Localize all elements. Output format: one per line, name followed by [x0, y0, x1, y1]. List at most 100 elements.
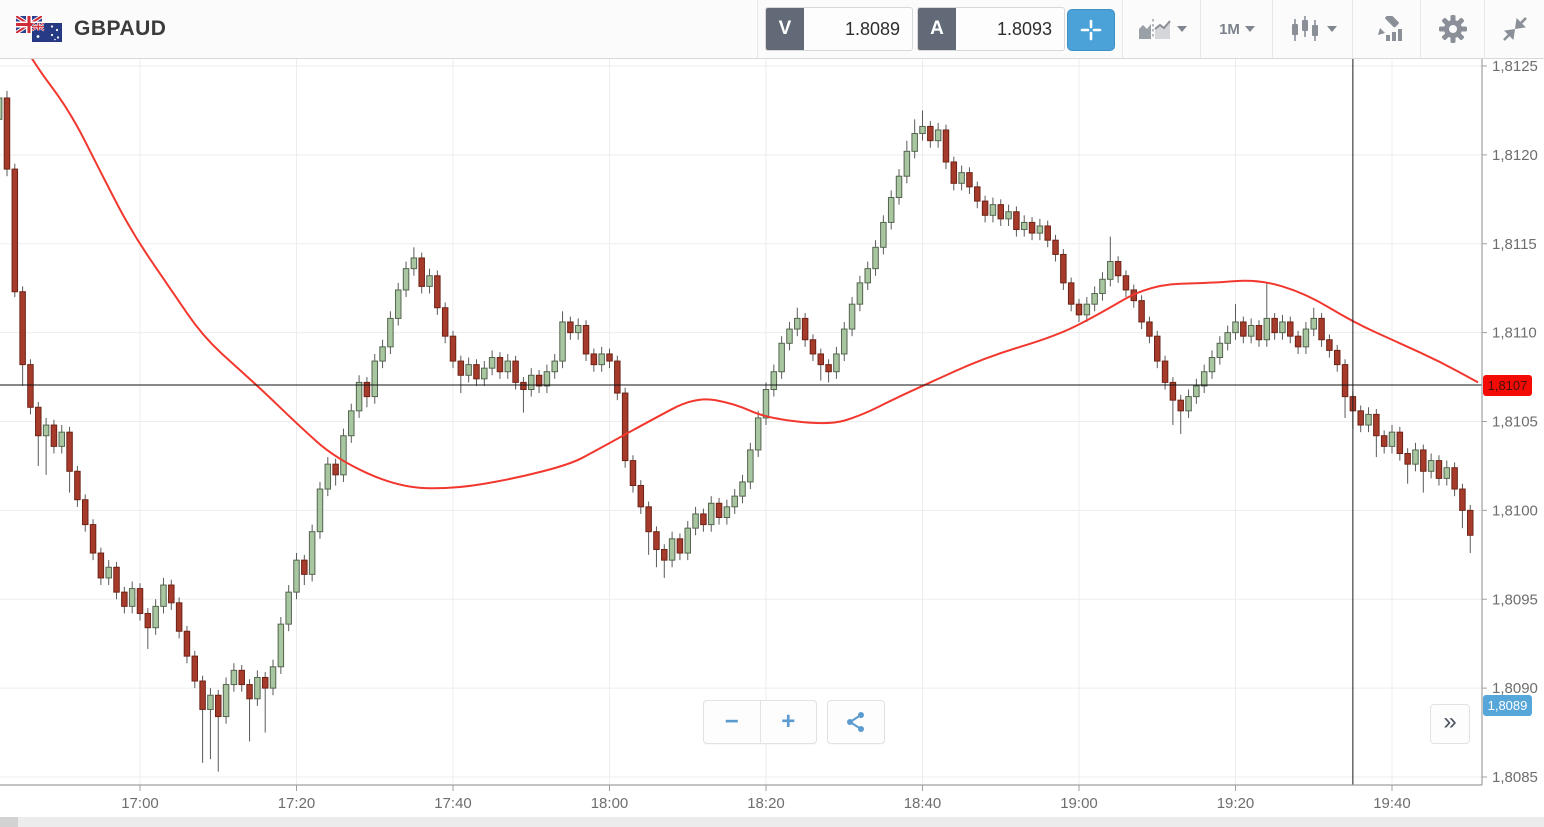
settings-button[interactable]: [1420, 0, 1485, 58]
timeframe-selector[interactable]: 1M: [1200, 0, 1273, 58]
candle-up: [731, 495, 738, 508]
candle-down: [950, 161, 958, 184]
candle-up: [481, 367, 488, 380]
bid-label: V: [766, 8, 804, 50]
candle-down: [473, 364, 480, 380]
candle-up: [160, 584, 167, 607]
candle-up: [1185, 396, 1192, 412]
bid-value: 1.8089: [844, 18, 900, 39]
price-axis[interactable]: 1,8125 1,8120 1,8115 1,8110 1,8105 1,8100 1,80…: [1482, 58, 1538, 786]
candle-down: [35, 406, 42, 437]
price-axis-label: 1,8105: [1492, 414, 1538, 431]
candle-down: [590, 353, 598, 366]
candle-up: [864, 268, 871, 284]
candle-up: [1412, 449, 1419, 465]
price-axis-label: 1,8085: [1492, 769, 1538, 786]
zoom-in-button[interactable]: +: [781, 708, 796, 735]
candle-style-selector[interactable]: [1272, 0, 1353, 58]
candle-up: [1216, 342, 1224, 359]
candle-down: [1169, 381, 1177, 401]
candlestick-style-icon: [1291, 16, 1318, 41]
candle-down: [121, 591, 128, 607]
candle-down: [183, 630, 191, 657]
candle-up: [387, 317, 394, 348]
candle-up: [770, 371, 778, 391]
candle-up: [528, 374, 535, 391]
candle-up: [285, 591, 292, 625]
candle-down: [50, 424, 58, 447]
scroll-to-latest-button[interactable]: »: [1430, 704, 1470, 744]
candle-up: [1083, 303, 1091, 316]
horizontal-scrollbar[interactable]: [0, 817, 1544, 827]
candle-up: [1200, 371, 1208, 387]
candle-up: [707, 502, 715, 526]
candle-down: [1067, 282, 1075, 305]
crosshair-tool-button[interactable]: [1067, 9, 1115, 51]
bid-price-badge: 1,8089: [1483, 695, 1532, 717]
candle-up: [1232, 321, 1239, 334]
candle-down: [1271, 317, 1278, 334]
candle-up: [1302, 328, 1310, 348]
candle-down: [606, 353, 613, 362]
time-axis-label: 18:40: [904, 795, 942, 812]
collapse-arrows-icon: [1503, 17, 1527, 41]
candle-down: [449, 335, 457, 362]
candle-up: [1107, 261, 1114, 280]
chart-type-selector[interactable]: [1122, 0, 1201, 58]
candlestick-series: [0, 90, 1474, 772]
candle-down: [645, 506, 652, 533]
candle-up: [739, 481, 746, 497]
candle-down: [81, 499, 89, 526]
time-axis[interactable]: 17:00 17:20 17:40 18:00 18:20 18:40 19:00 19:20…: [121, 785, 1411, 812]
candle-down: [512, 360, 519, 383]
price-axis-label: 1,8090: [1492, 680, 1538, 697]
candle-up: [1224, 332, 1231, 344]
candle-up: [230, 669, 238, 686]
candle-down: [19, 291, 26, 366]
time-axis-label: 18:20: [747, 795, 785, 812]
toolbar-separator: [757, 0, 758, 58]
candle-up: [1208, 357, 1216, 373]
ask-quote-button[interactable]: A 1.8093: [917, 7, 1065, 51]
candle-up: [551, 360, 558, 373]
candle-down: [809, 339, 817, 355]
candle-up: [254, 676, 261, 700]
candle-down: [927, 125, 934, 142]
candle-down: [653, 531, 660, 550]
price-axis-label: 1,8115: [1492, 236, 1537, 253]
candle-down: [1326, 339, 1333, 351]
collapse-chart-button[interactable]: [1484, 0, 1544, 58]
candle-down: [1138, 300, 1145, 323]
chart-type-icon: [1138, 19, 1171, 39]
candle-up: [394, 289, 402, 319]
candle-down: [363, 381, 371, 398]
candle-up: [880, 221, 887, 248]
candle-up: [574, 325, 582, 334]
candle-down: [1318, 317, 1325, 341]
share-button[interactable]: [827, 700, 885, 744]
candle-up: [989, 204, 997, 216]
drawing-tools-button[interactable]: [1352, 0, 1421, 58]
candle-down: [1177, 399, 1184, 412]
candle-up: [684, 527, 691, 554]
candle-up: [128, 588, 136, 607]
candle-down: [1240, 321, 1247, 337]
candle-up: [42, 424, 50, 437]
price-axis-label: 1,8095: [1492, 591, 1538, 608]
candle-down: [418, 257, 425, 287]
candle-up: [293, 559, 300, 593]
candle-down: [168, 584, 175, 604]
candle-up: [316, 488, 324, 533]
candle-down: [1396, 431, 1404, 454]
bid-quote-button[interactable]: V 1.8089: [765, 7, 913, 51]
candle-down: [661, 548, 668, 561]
candle-down: [74, 470, 81, 501]
candle-down: [1075, 303, 1083, 316]
zoom-out-button[interactable]: −: [704, 701, 761, 743]
candle-up: [0, 97, 3, 120]
candle-down: [66, 431, 73, 472]
ask-label: A: [918, 8, 956, 50]
candle-up: [887, 197, 895, 223]
candle-down: [199, 680, 206, 710]
